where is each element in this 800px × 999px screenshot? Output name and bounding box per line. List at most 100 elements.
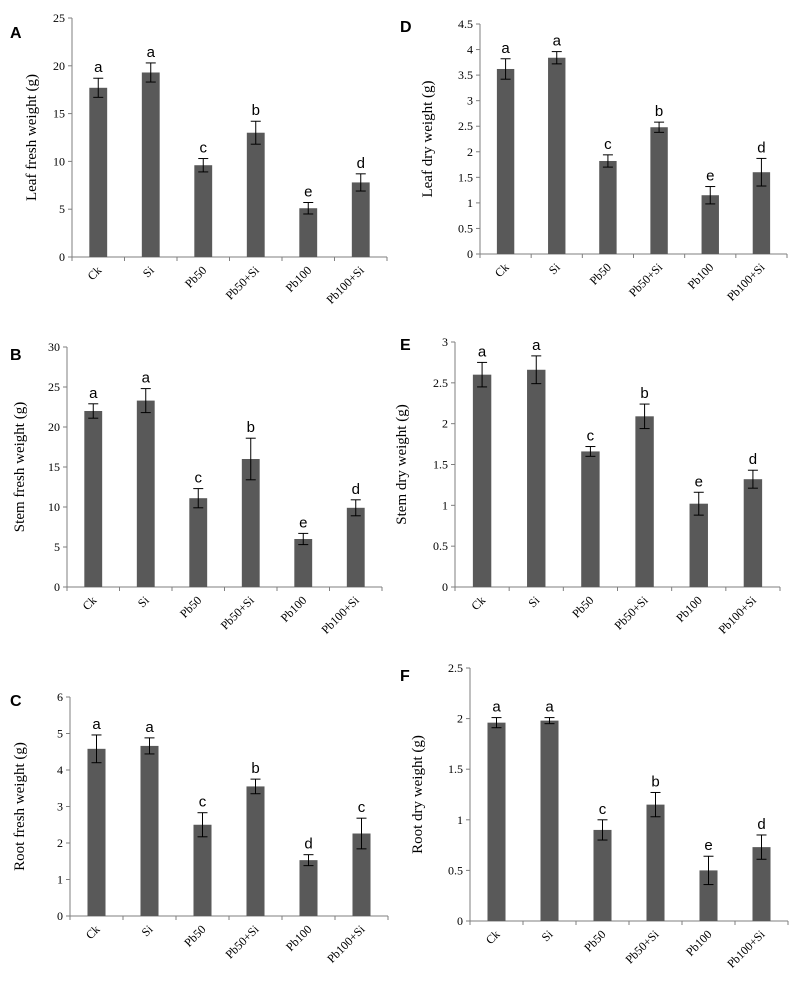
significance-letter: e	[706, 168, 714, 185]
y-tick-label: 2	[442, 417, 448, 431]
category-label: Pb100	[683, 927, 715, 959]
significance-letter: a	[147, 44, 156, 61]
significance-letter: c	[195, 470, 203, 487]
y-tick-label: 1.5	[433, 458, 448, 472]
bar	[599, 160, 617, 254]
bar	[701, 195, 719, 254]
bar	[246, 786, 265, 916]
bar	[89, 87, 108, 258]
significance-letter: d	[749, 451, 757, 468]
y-tick-label: 0	[59, 250, 65, 264]
panel-letter: D	[400, 19, 412, 36]
bar	[193, 824, 212, 916]
y-tick-label: 5	[57, 727, 63, 741]
y-tick-label: 1	[467, 196, 473, 210]
significance-letter: b	[251, 760, 259, 777]
category-label: Pb50+Si	[611, 593, 651, 633]
significance-letter: a	[142, 370, 151, 387]
y-tick-label: 25	[53, 11, 65, 25]
bar	[294, 539, 313, 587]
y-tick-label: 2	[467, 145, 473, 159]
bar	[346, 507, 365, 587]
category-label: Pb100	[685, 260, 717, 292]
significance-letter: c	[200, 140, 208, 157]
significance-letter: a	[92, 716, 101, 733]
y-tick-label: 1	[457, 813, 463, 827]
bar	[194, 165, 213, 257]
y-axis-label: Leaf fresh weight (g)	[24, 74, 40, 201]
y-axis-label: Stem fresh weight (g)	[12, 402, 28, 532]
panel-letter: B	[10, 347, 22, 364]
category-label: Si	[539, 927, 556, 944]
significance-letter: c	[358, 799, 366, 816]
category-label: Pb50+Si	[626, 260, 666, 300]
category-label: Pb100	[283, 922, 315, 954]
bar	[352, 833, 371, 916]
chart-panel-d: D 0 0.5 1 1.5 2 2.5 3 3.5 4 4.5 Leaf dry weight (g)…	[400, 17, 788, 304]
bar	[743, 479, 763, 587]
bar	[84, 411, 103, 587]
category-label: Pb50+Si	[222, 922, 262, 962]
category-label: Ck	[80, 593, 100, 613]
category-label: Pb100+Si	[324, 922, 368, 966]
bar	[299, 208, 318, 257]
y-tick-label: 2.5	[433, 376, 448, 390]
chart-panel-f: F 0 0.5 1 1.5 2 2.5 Root dry weight (g) a Ck a Si c P…	[400, 661, 789, 971]
significance-letter: a	[478, 343, 487, 360]
y-axis-label: Root fresh weight (g)	[12, 742, 28, 871]
significance-letter: a	[492, 699, 501, 716]
category-label: Ck	[85, 263, 105, 283]
y-axis-label: Stem dry weight (g)	[394, 404, 410, 524]
significance-letter: c	[604, 136, 612, 153]
bar	[189, 498, 208, 587]
bar	[527, 369, 546, 587]
y-tick-label: 2.5	[448, 661, 463, 675]
y-tick-label: 15	[48, 460, 60, 474]
panel-letter: F	[400, 668, 410, 685]
significance-letter: a	[532, 337, 541, 354]
bar	[548, 57, 566, 254]
y-tick-label: 20	[48, 420, 60, 434]
significance-letter: a	[553, 33, 562, 50]
category-label: Ck	[83, 922, 103, 942]
category-label: Pb100+Si	[724, 927, 768, 971]
significance-letter: c	[587, 428, 595, 445]
category-label: Si	[135, 593, 152, 610]
y-tick-label: 1.5	[448, 762, 463, 776]
y-tick-label: 3	[442, 335, 448, 349]
significance-letter: b	[651, 773, 659, 790]
significance-letter: a	[94, 59, 103, 76]
chart-panel-c: C 0 1 2 3 4 5 6 Root fresh weight (g) a Ck a Si c Pb50…	[10, 690, 389, 966]
category-label: Pb50	[587, 260, 614, 287]
y-tick-label: 3.5	[458, 68, 473, 82]
bar	[752, 172, 771, 254]
significance-letter: b	[247, 419, 255, 436]
significance-letter: a	[89, 385, 98, 402]
significance-letter: e	[704, 837, 712, 854]
significance-letter: b	[252, 102, 260, 119]
bar	[487, 722, 506, 921]
category-label: Pb50	[581, 927, 608, 954]
category-label: Pb50+Si	[223, 263, 263, 303]
panel-letter: C	[10, 693, 22, 710]
y-tick-label: 4	[467, 43, 473, 57]
category-label: Pb50	[181, 922, 208, 949]
category-label: Ck	[483, 927, 503, 947]
category-label: Pb100	[278, 593, 310, 625]
category-label: Pb50	[569, 593, 596, 620]
significance-letter: d	[304, 836, 312, 853]
category-label: Pb50	[182, 263, 209, 290]
category-label: Pb100+Si	[724, 260, 768, 304]
category-label: Pb100+Si	[323, 263, 367, 307]
y-axis-label: Leaf dry weight (g)	[420, 80, 436, 197]
significance-letter: b	[655, 103, 663, 120]
category-label: Ck	[492, 260, 512, 280]
chart-panel-b: B 0 5 10 15 20 25 30 Stem fresh weight (g) a Ck a Si…	[10, 340, 383, 637]
y-tick-label: 0	[457, 914, 463, 928]
category-label: Si	[139, 922, 156, 939]
y-tick-label: 10	[48, 500, 60, 514]
bar	[140, 745, 159, 916]
significance-letter: e	[299, 514, 307, 531]
significance-letter: d	[757, 816, 765, 833]
